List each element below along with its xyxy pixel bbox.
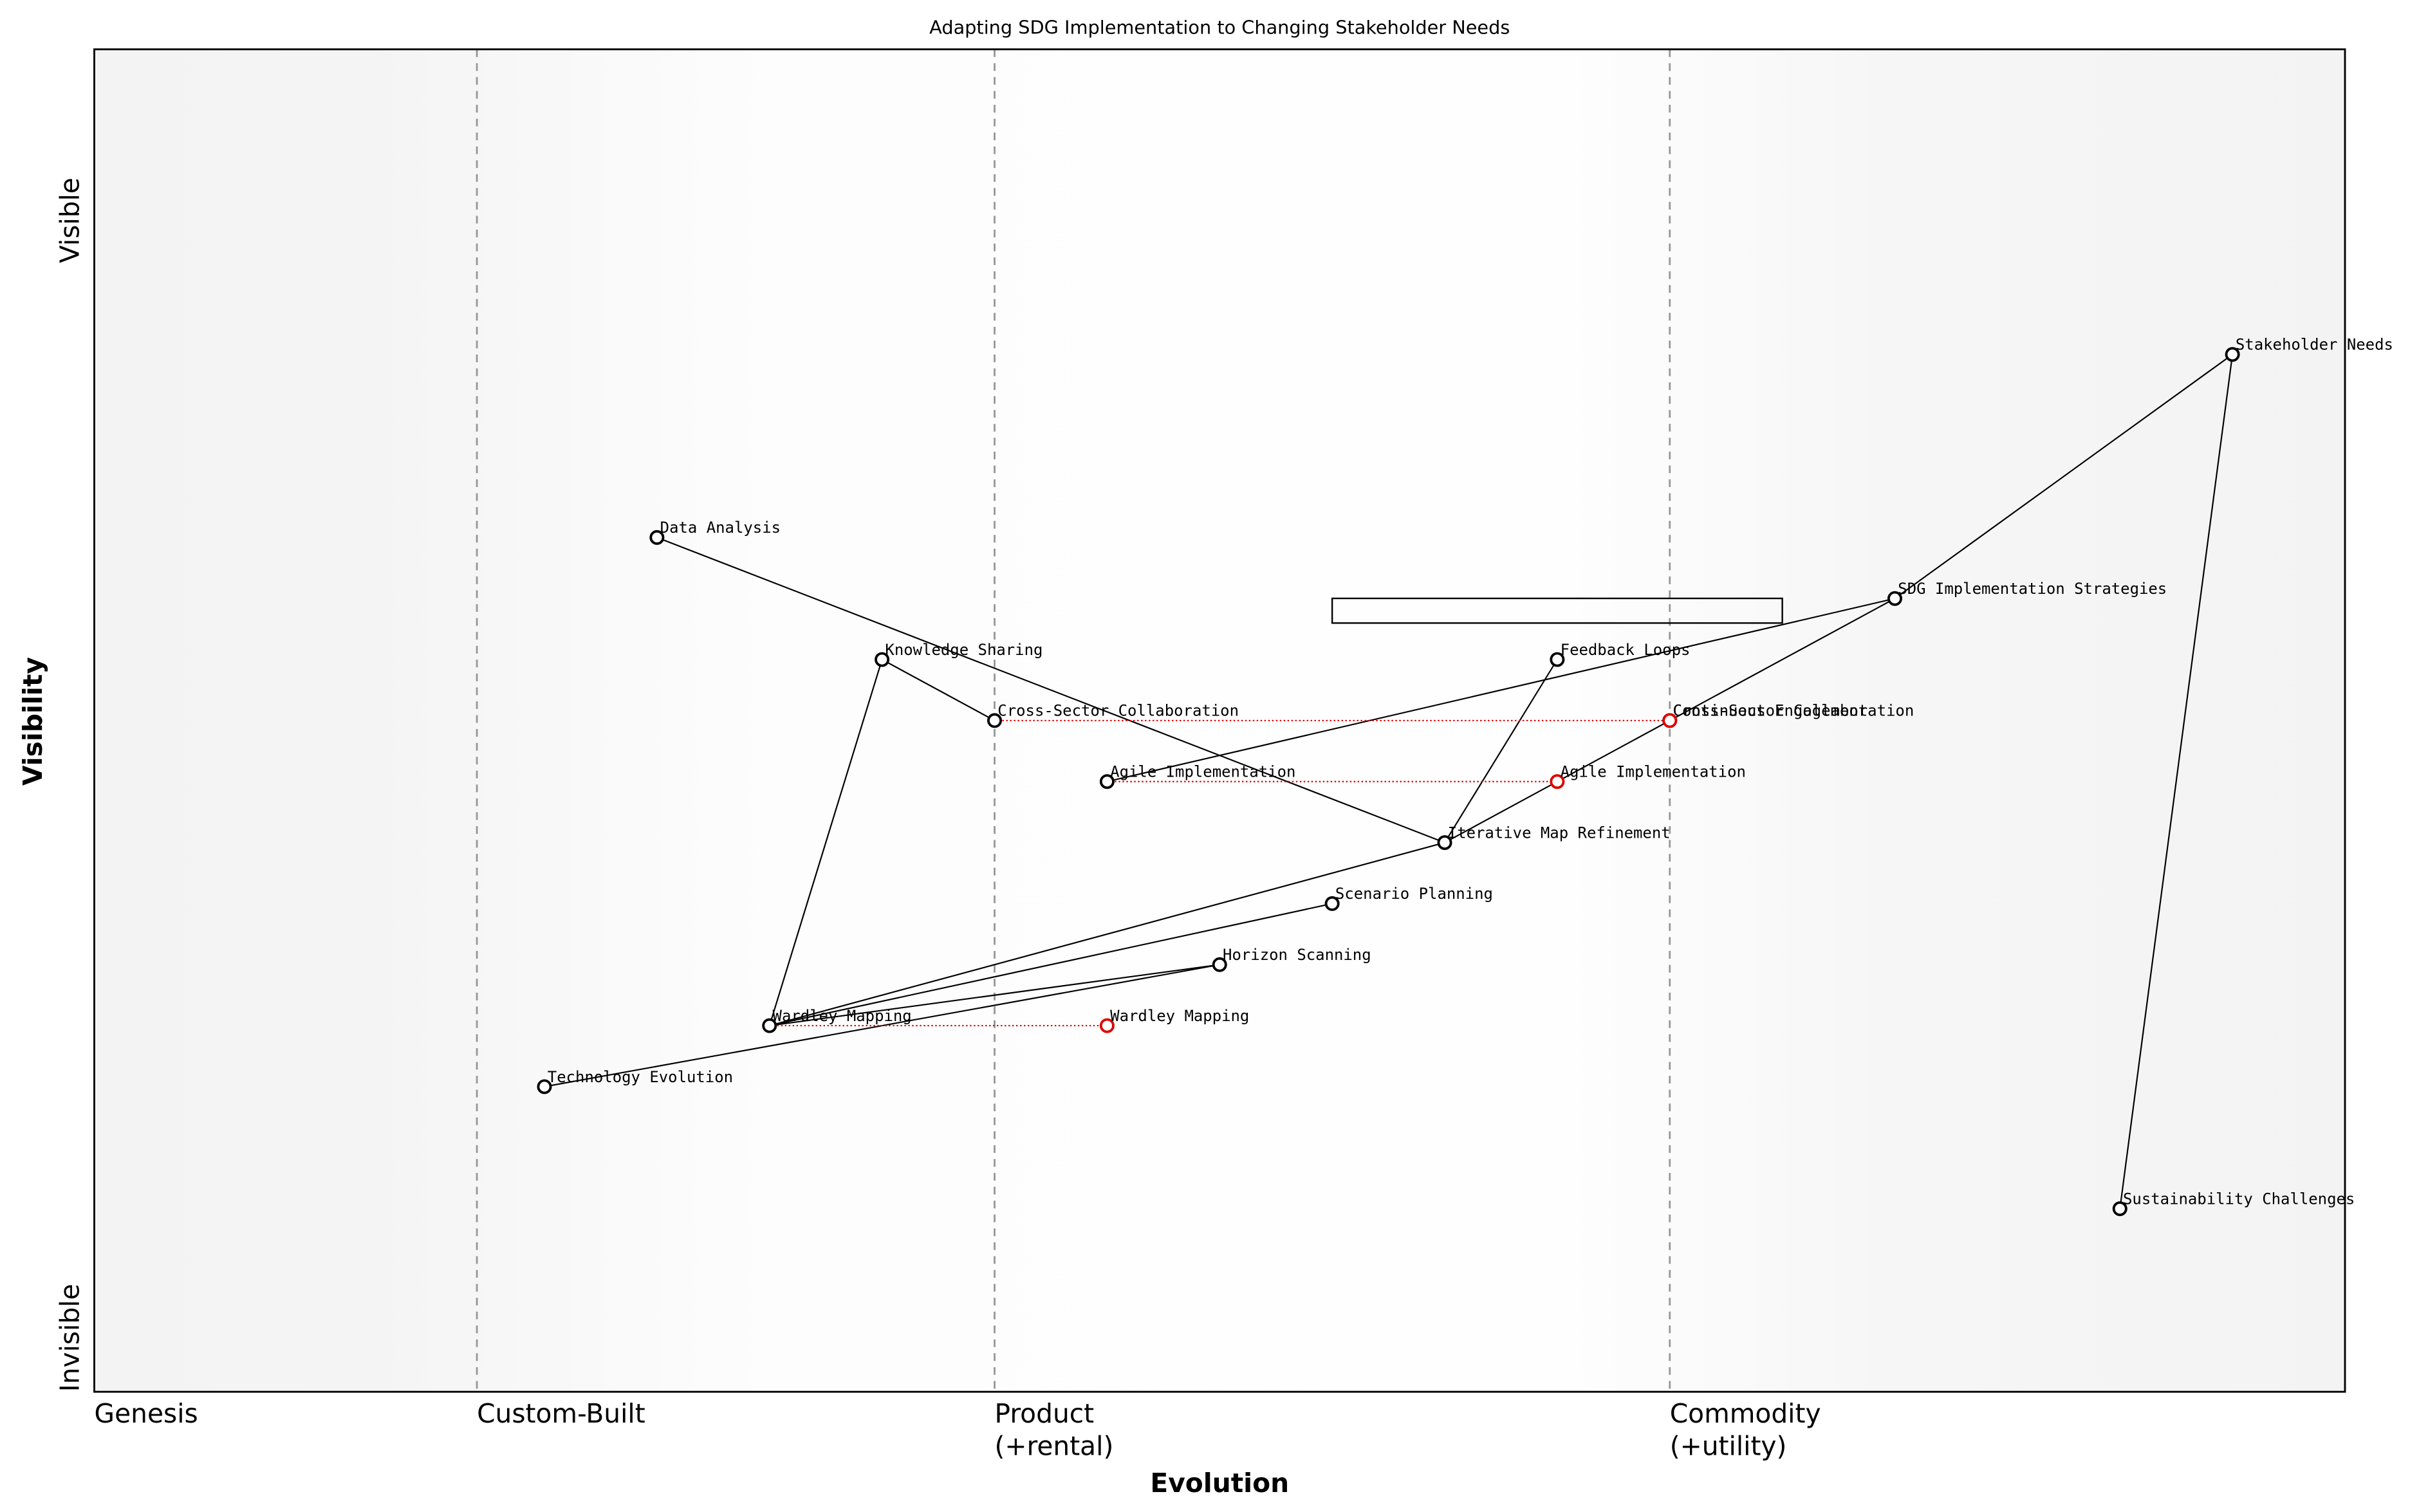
stage-label: (+rental) xyxy=(995,1430,1114,1461)
y-axis-label: Visibility xyxy=(17,657,48,786)
node xyxy=(2112,1201,2127,1217)
pipeline xyxy=(1331,597,1783,624)
stage-label: Commodity xyxy=(1670,1398,1821,1429)
node xyxy=(1887,591,1902,606)
stage-label: Product xyxy=(995,1398,1095,1429)
node-label: Stakeholder Needs xyxy=(2236,336,2393,354)
stage-label: (+utility) xyxy=(1670,1430,1787,1461)
plot-layer: Genesis Custom-Built Product(+rental) Commo… xyxy=(95,49,2393,1461)
node-label: Scenario Planning xyxy=(1335,885,1493,903)
link xyxy=(769,964,1220,1027)
node-label: Horizon Scanning xyxy=(1223,946,1371,964)
node-label: Agile Implementation xyxy=(1110,763,1295,781)
node xyxy=(649,530,665,545)
y-top-label: Visible xyxy=(55,178,86,263)
node xyxy=(1099,774,1115,789)
node-label: SDG Implementation Strategies xyxy=(1898,580,2167,598)
link xyxy=(2119,354,2234,1209)
evolved-node-label: Cross-Sector Collaboration xyxy=(1673,702,1914,720)
node xyxy=(1437,835,1452,851)
evolved-node xyxy=(1662,713,1678,728)
node-label: Wardley Mapping xyxy=(773,1007,912,1025)
node xyxy=(875,652,890,667)
node xyxy=(537,1079,552,1094)
link xyxy=(1894,353,2233,600)
node xyxy=(2225,347,2240,362)
y-bottom-label: Invisible xyxy=(55,1284,86,1392)
link xyxy=(1107,598,1895,782)
node xyxy=(987,713,1003,728)
evolved-node-label: Wardley Mapping xyxy=(1110,1007,1249,1025)
stage-label: Genesis xyxy=(95,1398,198,1429)
node-label: Knowledge Sharing xyxy=(885,641,1043,659)
node-label: Continuous Engagement xyxy=(1673,702,1868,720)
evolved-node xyxy=(1099,1018,1115,1033)
node-label: Data Analysis xyxy=(660,519,781,537)
evolved-node xyxy=(1550,774,1565,789)
link xyxy=(656,537,1445,844)
link xyxy=(768,659,883,1026)
x-axis-label: Evolution xyxy=(1150,1468,1289,1498)
node xyxy=(1550,652,1565,667)
node xyxy=(1212,957,1227,972)
link xyxy=(769,842,1445,1027)
node xyxy=(1324,896,1340,911)
link xyxy=(1669,598,1896,721)
node-label: Technology Evolution xyxy=(548,1068,733,1086)
node-label: Cross-Sector Collaboration xyxy=(997,702,1239,720)
evolved-node-label: Agile Implementation xyxy=(1561,763,1746,781)
node-label: Iterative Map Refinement xyxy=(1448,824,1671,842)
link xyxy=(882,659,996,721)
node xyxy=(762,1018,777,1033)
link xyxy=(769,903,1333,1027)
stage-label: Custom-Built xyxy=(477,1398,645,1429)
node-label: Sustainability Challenges xyxy=(2123,1190,2355,1208)
chart-title: Adapting SDG Implementation to Changing … xyxy=(929,17,1510,39)
node-label: Feedback Loops xyxy=(1561,641,1691,659)
plot-frame xyxy=(93,48,2346,1393)
link xyxy=(1444,659,1558,844)
